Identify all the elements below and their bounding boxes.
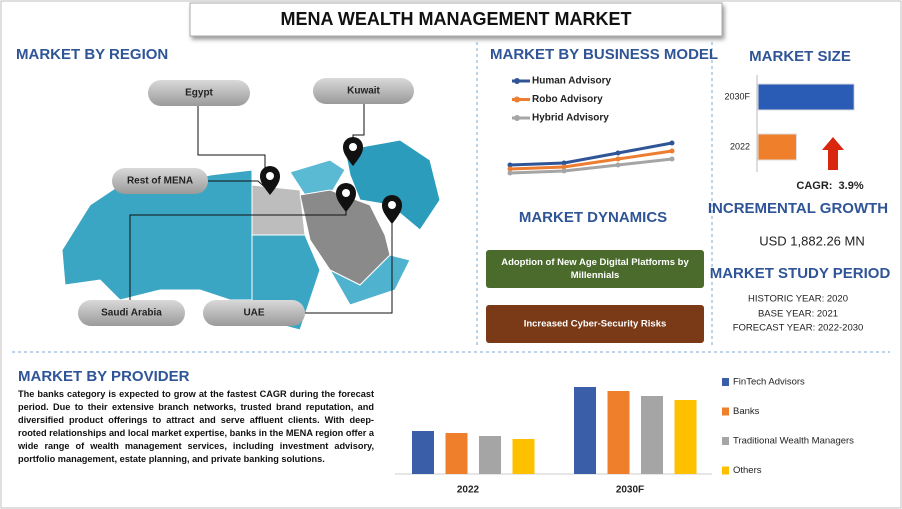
line-point [507, 166, 513, 172]
map-pin [382, 195, 402, 224]
y-tick-label: 2030F [724, 91, 750, 101]
map-pin-dot [388, 201, 396, 209]
bar [641, 396, 663, 474]
region-label: Kuwait [347, 86, 380, 97]
line-point [669, 148, 675, 154]
line-series [509, 157, 673, 175]
bar [412, 431, 434, 474]
bar [574, 387, 596, 474]
line-point [507, 170, 513, 176]
cagr: CAGR: 3.9% [796, 180, 863, 192]
growth-arrow [822, 137, 844, 170]
section-title: INCREMENTAL GROWTH [708, 200, 888, 217]
region-pill [78, 300, 185, 326]
region-label: Egypt [185, 88, 213, 99]
x-tick-label: 2022 [457, 485, 480, 496]
region-pill [148, 80, 250, 106]
dynamics-item: Increased Cyber-Security Risks [524, 319, 667, 330]
map-pin-dot [266, 172, 274, 180]
bar [512, 439, 535, 474]
line-point [669, 156, 675, 162]
region-pill [313, 78, 414, 104]
bar [674, 400, 697, 474]
section-title: MARKET STUDY PERIOD [710, 265, 891, 282]
line-series [509, 141, 673, 167]
section-title: MARKET DYNAMICS [519, 209, 667, 226]
legend-marker [514, 115, 520, 121]
map-pin [343, 137, 363, 166]
provider-text: The banks category is expected to grow a… [18, 389, 374, 464]
x-tick-label: 2030F [616, 485, 644, 496]
map-pin [336, 183, 356, 212]
dynamics-box [486, 305, 704, 343]
title-box [189, 2, 723, 37]
bar [479, 436, 501, 474]
legend-marker [514, 78, 520, 84]
line-point [507, 162, 513, 168]
line-point [615, 150, 621, 156]
page-title: MENA WEALTH MANAGEMENT MARKET [281, 9, 632, 29]
legend-marker [514, 96, 520, 103]
period-line: HISTORIC YEAR: 2020 [748, 294, 848, 305]
line-point [615, 156, 621, 162]
legend-swatch [722, 378, 729, 386]
dynamics-item: Adoption of New Age Digital Platforms by… [501, 257, 689, 281]
map-pin-dot [342, 189, 350, 197]
legend-swatch [722, 437, 729, 445]
region-label: UAE [243, 308, 264, 319]
section-title: MARKET BY BUSINESS MODEL [490, 46, 718, 63]
region-label: Rest of MENA [127, 176, 193, 187]
legend-label: Others [733, 465, 762, 476]
section-title: MARKET BY REGION [16, 46, 168, 63]
section-title: MARKET BY PROVIDER [18, 368, 190, 385]
legend-label: FinTech Advisors [733, 377, 805, 388]
line-point [615, 162, 621, 168]
line-point [561, 168, 567, 174]
growth-value: USD 1,882.26 MN [759, 233, 865, 248]
bar [757, 83, 855, 111]
bar [757, 133, 797, 161]
legend-swatch [722, 466, 729, 475]
legend-label: Robo Advisory [532, 94, 603, 105]
region-pill [112, 168, 208, 194]
legend-label: Hybrid Advisory [532, 113, 609, 124]
legend-label: Traditional Wealth Managers [733, 436, 854, 447]
legend-label: Human Advisory [532, 76, 612, 87]
period-line: FORECAST YEAR: 2022-2030 [733, 323, 864, 334]
line-point [669, 140, 675, 146]
line-series [509, 149, 673, 171]
legend-label: Banks [733, 406, 760, 417]
bar [607, 391, 630, 474]
section-title: MARKET SIZE [749, 48, 851, 65]
line-point [561, 160, 567, 166]
y-tick-label: 2022 [730, 141, 750, 151]
map-pin-dot [349, 143, 357, 151]
line-point [561, 164, 567, 170]
period-line: BASE YEAR: 2021 [758, 309, 838, 320]
map-pin [260, 166, 280, 195]
bar [445, 433, 468, 474]
region-label: Saudi Arabia [101, 308, 162, 319]
legend-swatch [722, 407, 729, 416]
dynamics-box [486, 250, 704, 288]
region-pill [203, 300, 305, 326]
